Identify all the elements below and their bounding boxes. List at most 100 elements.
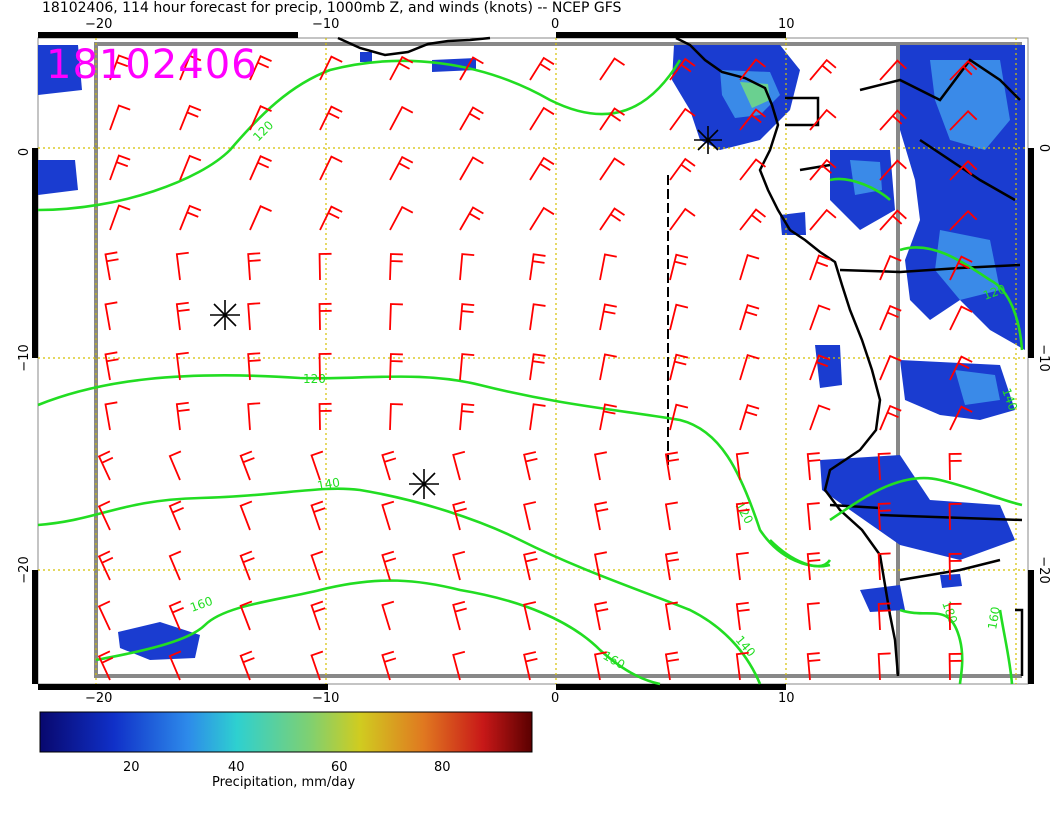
colorbar-tick-80: 80 xyxy=(434,760,451,775)
wind-barb xyxy=(452,600,467,631)
colorbar xyxy=(39,711,533,753)
x-tick-bottom-4: 10 xyxy=(778,691,795,706)
wind-barb xyxy=(459,106,484,131)
wind-barb xyxy=(168,550,182,581)
wind-barb xyxy=(593,551,607,581)
wind-barb xyxy=(459,353,475,381)
wind-barb xyxy=(310,500,326,531)
axis-bar-left xyxy=(32,148,38,358)
wind-barb xyxy=(175,401,190,431)
wind-barb xyxy=(389,253,403,281)
wind-barb xyxy=(97,550,114,581)
wind-barb xyxy=(381,550,397,581)
wind-barb xyxy=(104,401,118,431)
wind-barb xyxy=(389,55,414,81)
wind-barb xyxy=(179,204,202,231)
wind-barb xyxy=(949,210,978,231)
contour-label-2: 120 xyxy=(303,372,326,386)
wind-barb xyxy=(523,651,538,681)
wind-barb xyxy=(809,58,837,81)
wind-barb xyxy=(319,155,343,181)
wind-barb xyxy=(239,450,255,481)
wind-barb xyxy=(97,450,114,481)
wind-barb xyxy=(809,254,831,281)
wind-barb xyxy=(389,205,414,231)
wind-barb xyxy=(948,652,962,681)
wind-barb xyxy=(179,54,202,81)
marker-2 xyxy=(409,469,439,499)
wind-barb xyxy=(669,157,696,181)
wind-barb xyxy=(809,304,831,331)
wind-barb xyxy=(104,251,119,281)
wind-barb xyxy=(109,104,131,131)
wind-barb xyxy=(104,351,119,381)
wind-barb xyxy=(949,405,973,431)
wind-barb xyxy=(739,304,760,331)
wind-barb xyxy=(877,652,891,681)
wind-barb xyxy=(109,54,131,81)
wind-barb xyxy=(523,551,538,581)
axis-bar-top-left xyxy=(38,32,298,38)
wind-barb xyxy=(179,154,202,181)
wind-barb xyxy=(175,251,189,281)
wind-barb xyxy=(168,450,182,481)
wind-barb xyxy=(381,500,395,531)
axis-bar-top-mid xyxy=(556,32,786,38)
wind-barb xyxy=(949,305,973,331)
axis-bar-left-low xyxy=(32,570,38,684)
wind-barb xyxy=(948,502,962,531)
wind-barb xyxy=(529,353,546,381)
colorbar-tick-60: 60 xyxy=(331,760,348,775)
wind-barb xyxy=(739,108,767,131)
y-tick-right-3: −20 xyxy=(1036,556,1051,583)
wind-barb xyxy=(664,651,680,681)
wind-barb xyxy=(389,105,414,131)
wind-barb xyxy=(168,650,182,681)
wind-barb xyxy=(593,651,607,681)
wind-barb xyxy=(735,551,749,581)
wind-barb xyxy=(735,501,750,531)
wind-barb xyxy=(239,600,253,631)
wind-barb xyxy=(669,107,696,131)
wind-barb xyxy=(669,403,689,431)
wind-barb xyxy=(599,253,617,281)
wind-barb xyxy=(109,154,131,181)
x-tick-top-2: −10 xyxy=(312,17,339,32)
wind-barb xyxy=(879,404,902,431)
wind-barb xyxy=(879,304,902,331)
wind-barb xyxy=(806,452,821,481)
wind-barb xyxy=(529,253,546,281)
wind-barb xyxy=(949,355,973,381)
x-tick-top-3: 0 xyxy=(551,17,559,32)
wind-barb xyxy=(739,208,767,231)
wind-barb xyxy=(735,601,750,631)
wind-barb xyxy=(806,602,820,631)
wind-barb xyxy=(318,252,332,281)
x-tick-bottom-1: −20 xyxy=(85,691,112,706)
colorbar-tick-20: 20 xyxy=(123,760,140,775)
wind-barb xyxy=(599,303,617,331)
wind-barb xyxy=(179,104,202,131)
wind-barb xyxy=(806,502,820,531)
wind-barb xyxy=(735,451,749,481)
wind-barb xyxy=(599,57,625,81)
wind-barb xyxy=(529,56,555,81)
wind-barb xyxy=(739,158,767,181)
height-contours xyxy=(37,59,1024,686)
wind-barb xyxy=(806,652,821,681)
wind-barb xyxy=(523,601,537,631)
wind-barb xyxy=(459,206,484,231)
wind-barb xyxy=(452,650,466,681)
wind-barb xyxy=(949,110,978,131)
wind-barb xyxy=(523,451,538,481)
wind-barb xyxy=(109,204,131,231)
wind-barb xyxy=(381,600,395,631)
wind-barb xyxy=(669,303,689,331)
wind-barb xyxy=(948,602,962,631)
precip-shading xyxy=(38,45,1025,660)
wind-barb xyxy=(879,254,902,281)
wind-barb xyxy=(319,205,343,231)
wind-barb xyxy=(389,155,414,181)
wind-barb xyxy=(877,502,892,531)
